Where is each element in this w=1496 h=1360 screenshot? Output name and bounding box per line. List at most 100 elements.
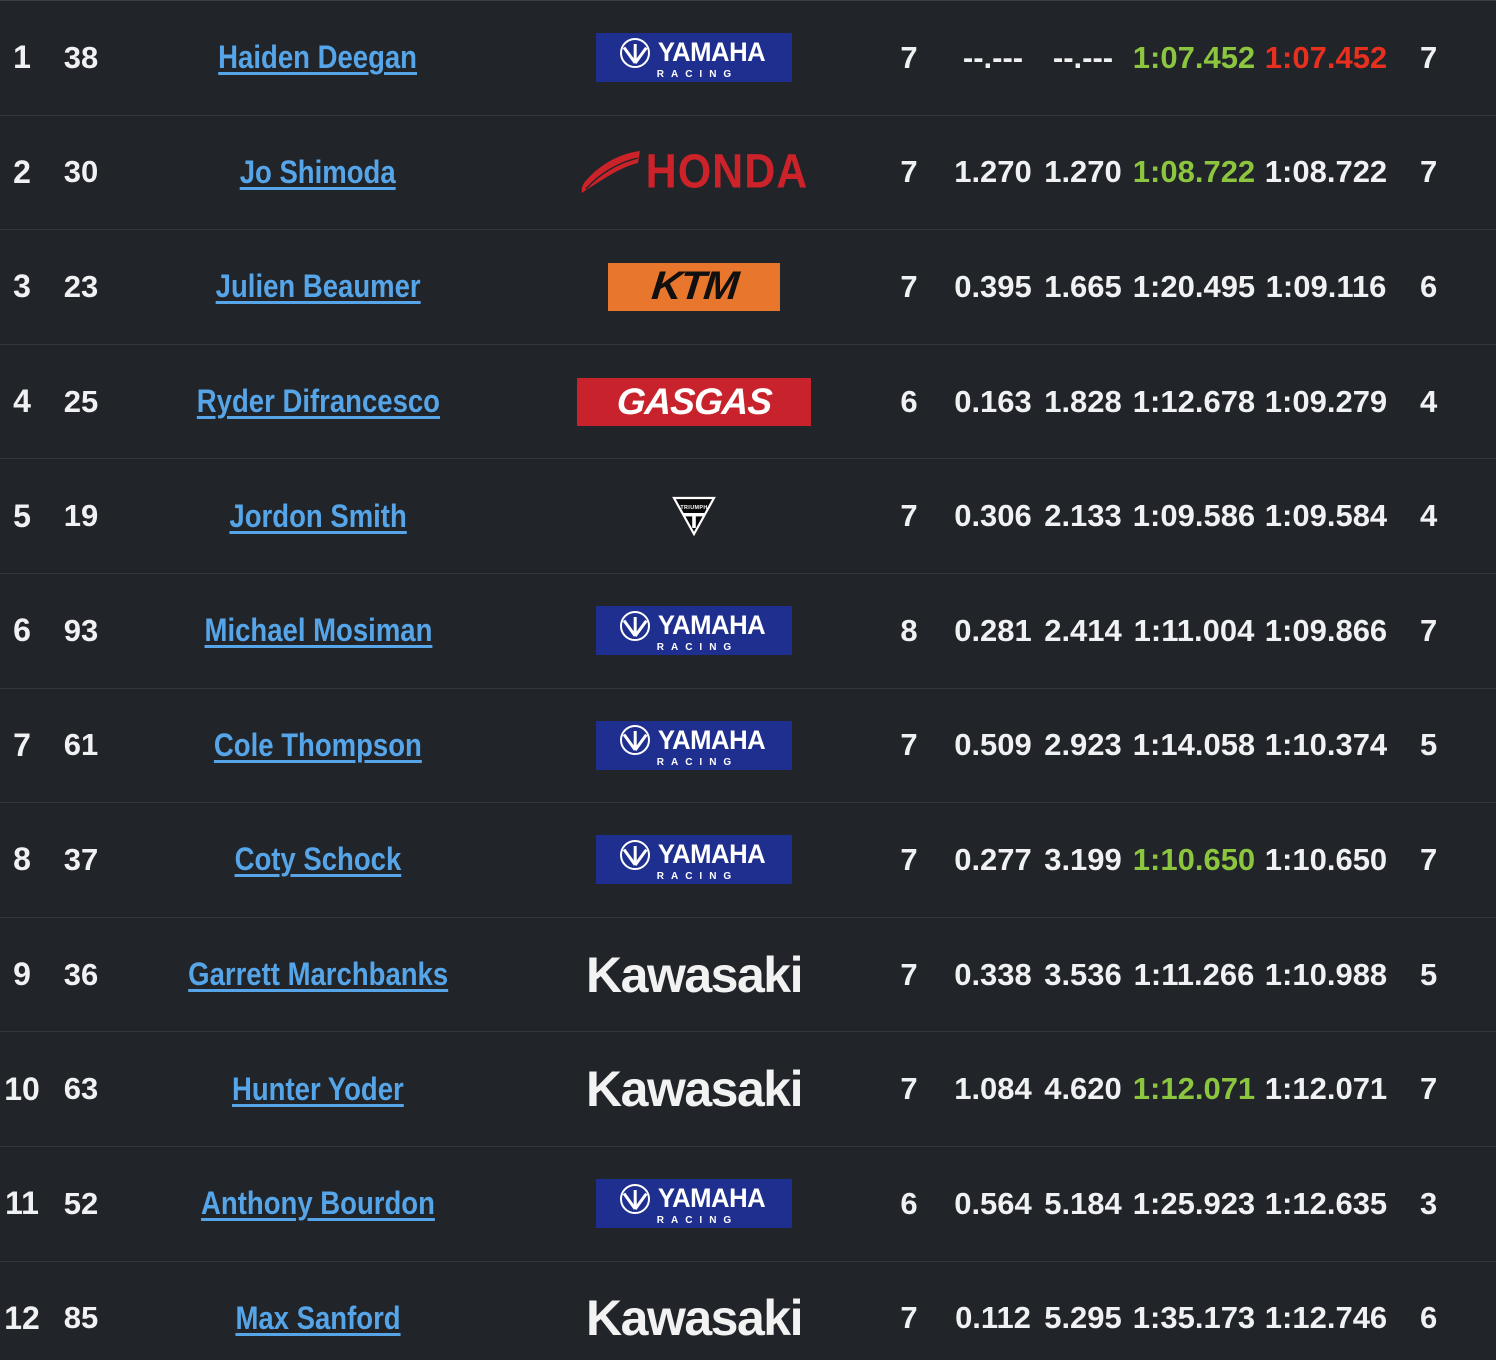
row-position: 9 [13, 956, 31, 993]
svg-text:TRIUMPH: TRIUMPH [680, 505, 707, 511]
yamaha-logo: YAMAHA RACING [596, 606, 792, 656]
diff-value: --.--- [1052, 39, 1114, 75]
rider-number: 23 [63, 268, 99, 304]
best-lap-time: 1:12.746 [1264, 1300, 1388, 1336]
yamaha-logo: YAMAHA RACING [596, 1179, 792, 1229]
brand-logo-cell: Kawasaki [518, 1060, 870, 1118]
diff-value: 2.414 [1044, 612, 1122, 648]
row-position: 6 [13, 612, 31, 649]
diff-value: 3.536 [1044, 956, 1122, 992]
row-position: 7 [13, 726, 31, 763]
row-position: 3 [13, 268, 31, 305]
row-position: 4 [13, 383, 31, 420]
diff-value: 5.295 [1044, 1300, 1122, 1336]
table-row[interactable]: 4 25 Ryder Difrancesco GASGAS 6 0.163 1.828 1:1… [0, 343, 1496, 459]
gap-value: 0.163 [954, 383, 1032, 419]
rider-number: 19 [63, 498, 99, 534]
row-position: 11 [5, 1185, 39, 1222]
yamaha-logo: YAMAHA RACING [596, 835, 792, 885]
table-row[interactable]: 12 85 Max Sanford Kawasaki 7 0.112 5.295 1:35.1… [0, 1260, 1496, 1360]
gasgas-logo: GASGAS [577, 377, 811, 426]
rider-number: 93 [63, 612, 99, 648]
diff-value: 4.620 [1044, 1071, 1122, 1107]
table-row[interactable]: 8 37 Coty Schock YAMAHA RACING 7 0.277 3.199 1:1… [0, 802, 1496, 917]
gap-value: 1.084 [954, 1071, 1032, 1107]
best-lap-time: 1:08.722 [1264, 154, 1388, 190]
last-lap-time: 1:12.678 [1132, 383, 1256, 419]
table-row[interactable]: 2 30 Jo Shimoda HONDA 7 1.270 1.270 1:08.722 1:0… [0, 114, 1496, 230]
honda-logo: HONDA [580, 145, 809, 199]
table-row[interactable]: 1 38 Haiden Deegan YAMAHA RACING 7 --.--- --.--… [0, 0, 1496, 115]
rider-number: 30 [63, 154, 99, 190]
rider-name-link[interactable]: Coty Schock [234, 841, 402, 878]
kawasaki-logo: Kawasaki [586, 946, 803, 1003]
brand-logo-cell: YAMAHA RACING [518, 606, 870, 656]
rider-number: 37 [63, 841, 99, 877]
ktm-logo: KTM [608, 262, 780, 311]
rider-name-link[interactable]: Max Sanford [235, 1299, 401, 1336]
brand-logo-cell: TRIUMPH [518, 495, 870, 537]
brand-logo-cell: Kawasaki [518, 1289, 870, 1347]
table-row[interactable]: 11 52 Anthony Bourdon YAMAHA RACING 6 0.564 5.1… [0, 1145, 1496, 1261]
yamaha-tuning-fork-icon [619, 839, 650, 870]
gap-value: 0.281 [954, 612, 1032, 648]
table-row[interactable]: 3 23 Julien Beaumer KTM 7 0.395 1.665 1:20.495 1… [0, 229, 1496, 344]
extra-column-value: 7 [1420, 1071, 1438, 1107]
rider-number: 61 [63, 727, 99, 763]
laps-count: 7 [900, 1071, 918, 1107]
rider-name-link[interactable]: Cole Thompson [214, 726, 422, 763]
last-lap-time: 1:07.452 [1132, 39, 1256, 75]
extra-column-value: 4 [1420, 498, 1438, 534]
table-row[interactable]: 5 19 Jordon Smith TRIUMPH 7 0.306 2.133 1:09.58… [0, 458, 1496, 573]
laps-count: 6 [900, 383, 918, 419]
yamaha-logo: YAMAHA RACING [596, 720, 792, 770]
extra-column-value: 4 [1420, 383, 1438, 419]
last-lap-time: 1:11.004 [1133, 612, 1255, 648]
gap-value: 0.564 [954, 1185, 1032, 1221]
rider-name-link[interactable]: Garrett Marchbanks [187, 956, 448, 993]
table-row[interactable]: 7 61 Cole Thompson YAMAHA RACING 7 0.509 2.923 1… [0, 687, 1496, 803]
gap-value: --.--- [962, 39, 1024, 75]
rider-name-link[interactable]: Julien Beaumer [215, 268, 421, 305]
rider-name-link[interactable]: Anthony Bourdon [201, 1185, 435, 1222]
best-lap-time: 1:10.988 [1264, 956, 1388, 992]
extra-column-value: 7 [1420, 841, 1438, 877]
last-lap-time: 1:10.650 [1132, 841, 1256, 877]
brand-logo-cell: YAMAHA RACING [518, 720, 870, 770]
gap-value: 0.277 [954, 841, 1032, 877]
table-row[interactable]: 9 36 Garrett Marchbanks Kawasaki 7 0.338 3.536… [0, 916, 1496, 1032]
laps-count: 7 [900, 1300, 918, 1336]
brand-logo-cell: YAMAHA RACING [518, 1179, 870, 1229]
yamaha-logo: YAMAHA RACING [596, 33, 792, 83]
yamaha-tuning-fork-icon [619, 37, 650, 68]
table-row[interactable]: 6 93 Michael Mosiman YAMAHA RACING 8 0.281 2.41… [0, 572, 1496, 688]
laps-count: 7 [900, 39, 918, 75]
laps-count: 7 [900, 268, 918, 304]
brand-logo-cell: YAMAHA RACING [518, 835, 870, 885]
last-lap-time: 1:14.058 [1132, 727, 1256, 763]
table-row[interactable]: 10 63 Hunter Yoder Kawasaki 7 1.084 4.620 1:12.… [0, 1031, 1496, 1146]
brand-logo-cell: KTM [518, 262, 870, 311]
brand-logo-cell: YAMAHA RACING [518, 33, 870, 83]
laps-count: 7 [900, 841, 918, 877]
row-position: 10 [4, 1070, 40, 1107]
rider-name-link[interactable]: Michael Mosiman [204, 612, 432, 649]
row-position: 5 [13, 497, 31, 534]
honda-wing-icon [580, 149, 642, 195]
diff-value: 1.828 [1044, 383, 1122, 419]
rider-name-link[interactable]: Hunter Yoder [232, 1070, 404, 1107]
rider-number: 52 [63, 1185, 99, 1221]
yamaha-tuning-fork-icon [619, 610, 650, 641]
rider-name-link[interactable]: Haiden Deegan [218, 39, 418, 76]
row-position: 1 [13, 39, 31, 76]
brand-logo-cell: GASGAS [518, 377, 870, 426]
gap-value: 1.270 [954, 154, 1032, 190]
extra-column-value: 5 [1420, 727, 1438, 763]
rider-name-link[interactable]: Ryder Difrancesco [196, 383, 440, 420]
gap-value: 0.112 [955, 1300, 1031, 1336]
rider-name-link[interactable]: Jo Shimoda [240, 153, 396, 190]
row-position: 8 [13, 841, 31, 878]
rider-name-link[interactable]: Jordon Smith [229, 497, 407, 534]
laps-count: 7 [900, 727, 918, 763]
extra-column-value: 6 [1420, 1300, 1438, 1336]
